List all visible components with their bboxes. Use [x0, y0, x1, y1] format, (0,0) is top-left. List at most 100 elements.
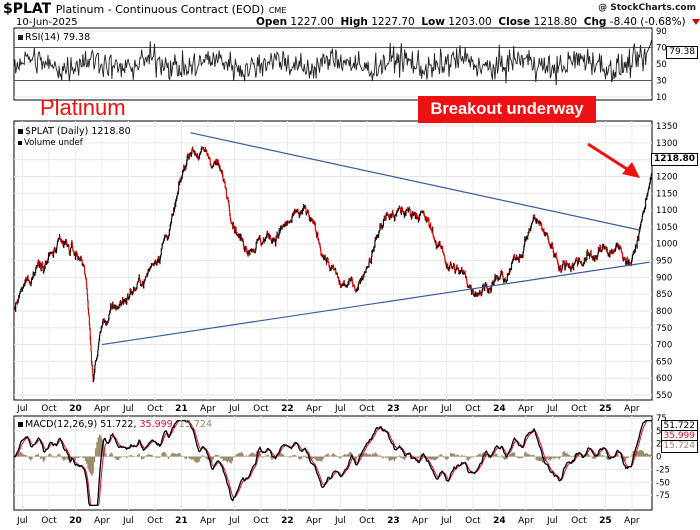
symbol: $PLAT — [3, 1, 52, 17]
price-ytick-label: 1300 — [656, 139, 678, 149]
quote-date: 10-Jun-2025 — [16, 17, 78, 28]
volume-legend-text: Volume undef — [24, 138, 83, 148]
macd-xaxis-label: Apr — [624, 516, 640, 526]
price-ytick-label: 1200 — [656, 172, 678, 182]
rsi-legend-text: RSI(14) 79.38 — [25, 32, 91, 43]
annotation-arrow-head — [622, 162, 640, 178]
macd-xaxis-label: 24 — [493, 516, 506, 526]
rsi-ytick-label: 10 — [656, 93, 667, 103]
symbol-description: Platinum - Continuous Contract (EOD) — [55, 3, 265, 16]
macd-xaxis-label: Jul — [334, 516, 346, 526]
price-last-value-pill: 1218.80 — [651, 153, 698, 166]
macd-line — [13, 419, 652, 507]
exchange: CME — [268, 6, 287, 15]
price-xaxis-label: 22 — [281, 404, 294, 414]
annotation-arrow-shaft — [587, 142, 631, 173]
macd-histogram-pill: 15.724 — [660, 440, 698, 453]
macd-ytick-label: -25 — [656, 465, 670, 475]
macd-xaxis-label: Oct — [359, 516, 375, 526]
price-xaxis-label: Apr — [306, 404, 322, 414]
price-ytick-label: 750 — [656, 324, 672, 334]
price-xaxis-label: Jul — [228, 404, 240, 414]
macd-panel: 7550250-25-50-75JulOct20AprJulOct21AprJu… — [13, 414, 670, 526]
macd-xaxis-label: Apr — [412, 516, 428, 526]
price-xaxis-label: Apr — [624, 404, 640, 414]
price-xaxis-label: Oct — [253, 404, 269, 414]
price-ytick-label: 1100 — [656, 206, 678, 216]
price-xaxis-label: Jul — [440, 404, 452, 414]
macd-name: MACD(12,26,9) — [25, 419, 98, 430]
high-value: 1227.70 — [371, 16, 415, 28]
open-value: 1227.00 — [290, 16, 334, 28]
platinum-annotation: Platinum — [40, 95, 126, 120]
macd-xaxis-label: Oct — [465, 516, 481, 526]
price-ytick-label: 700 — [656, 341, 672, 351]
price-ytick-label: 600 — [656, 374, 672, 384]
rsi-last-value-pill: 79.38 — [666, 46, 698, 59]
rsi-panel: 90 70 50 30 10 — [13, 27, 667, 103]
macd-legend: MACD(12,26,9) 51.722, 35.999, 15.724 — [18, 419, 212, 430]
macd-histogram-value: 15.724 — [178, 419, 213, 430]
macd-xaxis-label: 20 — [69, 516, 82, 526]
price-xaxis-label: Oct — [465, 404, 481, 414]
rsi-legend-swatch — [18, 35, 23, 40]
macd-frame — [13, 415, 653, 511]
macd-xaxis-label: Oct — [571, 516, 587, 526]
price-xaxis-label: Apr — [94, 404, 110, 414]
trendline — [190, 132, 641, 231]
price-ytick-label: 650 — [656, 357, 672, 367]
macd-ytick-label: 0 — [656, 453, 661, 463]
price-xaxis-label: Jul — [546, 404, 558, 414]
macd-legend-swatch — [18, 422, 23, 427]
price-xaxis-label: Apr — [518, 404, 534, 414]
chg-value: -8.40 (-0.68%) — [609, 16, 686, 28]
macd-value: 51.722 — [100, 419, 134, 430]
macd-xaxis-label: 23 — [387, 516, 400, 526]
price-xaxis-label: Jul — [16, 404, 28, 414]
macd-xaxis-label: Apr — [94, 516, 110, 526]
macd-ytick-label: -50 — [656, 478, 670, 488]
price-ytick-label: 1350 — [656, 122, 678, 132]
price-ytick-label: 900 — [656, 273, 672, 283]
price-legend-swatch — [18, 129, 23, 134]
volume-legend-swatch — [18, 141, 22, 145]
chart-title: $PLAT Platinum - Continuous Contract (EO… — [3, 1, 286, 17]
price-panel: 1350130012501200115011001050100095090085… — [13, 120, 678, 414]
macd-ytick-label: -75 — [656, 491, 670, 501]
macd-xaxis-label: Jul — [546, 516, 558, 526]
price-xaxis-label: Jul — [334, 404, 346, 414]
macd-xaxis-label: Apr — [200, 516, 216, 526]
macd-xaxis-label: Jul — [122, 516, 134, 526]
stockcharts-credit[interactable]: @ StockCharts.com — [598, 3, 696, 13]
macd-xaxis-label: Jul — [16, 516, 28, 526]
rsi-legend: RSI(14) 79.38 — [18, 32, 90, 43]
price-xaxis-label: Oct — [571, 404, 587, 414]
price-xaxis-label: Apr — [200, 404, 216, 414]
price-xaxis-label: Oct — [41, 404, 57, 414]
breakout-annotation: Breakout underway — [418, 96, 596, 123]
chg-label: Chg — [583, 16, 607, 28]
price-xaxis-label: 24 — [493, 404, 506, 414]
price-xaxis-label: 20 — [69, 404, 82, 414]
rsi-ytick-label: 90 — [656, 27, 667, 37]
macd-signal-value: 35.999 — [139, 419, 173, 430]
rsi-ytick-label: 70 — [656, 44, 667, 54]
open-label: Open — [256, 16, 288, 28]
close-value: 1218.80 — [533, 16, 578, 28]
close-label: Close — [498, 16, 531, 28]
price-xaxis-label: Jul — [122, 404, 134, 414]
price-xaxis-label: Oct — [147, 404, 163, 414]
price-xaxis-label: 23 — [387, 404, 400, 414]
price-xaxis-label: 25 — [599, 404, 612, 414]
price-ytick-label: 1150 — [656, 189, 678, 199]
price-ytick-label: 550 — [656, 391, 672, 401]
high-label: High — [340, 16, 368, 28]
macd-xaxis-label: Apr — [518, 516, 534, 526]
price-legend-text: $PLAT (Daily) 1218.80 — [25, 126, 131, 137]
macd-xaxis-label: Jul — [440, 516, 452, 526]
price-xaxis-label: Apr — [412, 404, 428, 414]
price-ytick-label: 950 — [656, 257, 672, 267]
rsi-line — [13, 39, 653, 86]
low-value: 1203.00 — [448, 16, 492, 28]
